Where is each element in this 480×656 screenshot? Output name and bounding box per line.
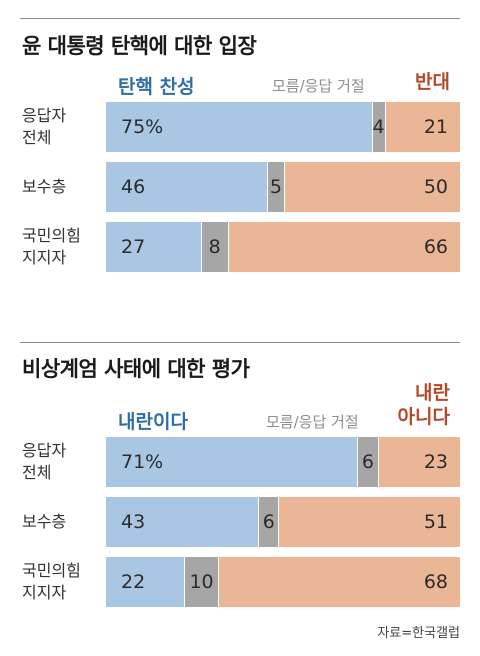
legend-neutral: 모름/응답 거절 xyxy=(272,77,365,95)
category-label-line: 보수층 xyxy=(22,177,67,196)
legend-con: 반대 xyxy=(415,71,450,93)
category-label-line: 응답자 xyxy=(22,441,67,460)
category-label-line: 응답자 xyxy=(22,106,67,125)
data-label-con: 66 xyxy=(423,236,448,258)
bar-segment-neu xyxy=(183,557,220,607)
bar-segment-neu xyxy=(258,497,280,547)
data-label-pro: 46 xyxy=(121,176,146,198)
data-label-pro: 71% xyxy=(121,451,164,473)
bar-segment-con xyxy=(279,497,460,547)
bar-segment-pro xyxy=(106,162,268,212)
legend-pro: 탄핵 찬성 xyxy=(118,76,195,98)
bar-segment-neu xyxy=(357,437,379,487)
bar-segment-con xyxy=(378,437,460,487)
data-label-con: 50 xyxy=(423,176,448,198)
data-label-pro: 27 xyxy=(121,236,146,258)
bar-segment-pro xyxy=(106,437,358,487)
section-rule xyxy=(20,342,460,343)
bar-segment-con xyxy=(219,557,460,607)
legend-con-line: 내란 xyxy=(415,382,450,404)
data-label-neu: 4 xyxy=(372,116,385,138)
data-label-con: 68 xyxy=(423,571,448,593)
data-label-pro: 22 xyxy=(121,571,146,593)
bar-segment-neu xyxy=(267,162,285,212)
category-label: 보수층 xyxy=(22,511,66,533)
category-label-line: 전체 xyxy=(22,463,52,482)
chart-title: 비상계엄 사태에 대한 평가 xyxy=(22,357,250,381)
bar-segment-con xyxy=(284,162,460,212)
stacked-bar: 27 8 66 xyxy=(106,222,460,272)
data-label-pro: 75% xyxy=(121,116,164,138)
bar-segment-pro xyxy=(106,102,372,152)
chart-title: 윤 대통령 탄핵에 대한 입장 xyxy=(22,34,257,58)
data-label-neu: 5 xyxy=(269,176,283,198)
legend-neutral: 모름/응답 거절 xyxy=(266,413,359,431)
legend-con-line: 아니다 xyxy=(397,406,450,428)
data-label-con: 23 xyxy=(423,451,448,473)
data-label-neu: 10 xyxy=(189,571,214,593)
bar-segment-neu xyxy=(200,222,229,272)
bar-segment-pro xyxy=(106,222,201,272)
bar-segment-pro xyxy=(106,557,184,607)
category-label: 보수층 xyxy=(22,176,66,198)
stacked-bar: 71% 6 23 xyxy=(106,437,460,487)
data-label-pro: 43 xyxy=(121,511,146,533)
category-label-line: 지지자 xyxy=(22,583,67,602)
bar-segment-pro xyxy=(106,497,259,547)
data-label-neu: 6 xyxy=(262,511,275,533)
section-rule xyxy=(20,18,460,19)
category-label-line: 전체 xyxy=(22,128,52,147)
category-label-line: 지지자 xyxy=(22,248,67,267)
stacked-bar: 22 10 68 xyxy=(106,557,460,607)
stacked-bar: 46 5 50 xyxy=(106,162,460,212)
source-note: 자료=한국갤럽 xyxy=(377,626,460,641)
legend-con: 내란 아니다 xyxy=(398,381,450,429)
category-label-line: 국민의힘 xyxy=(22,226,81,245)
category-label-line: 국민의힘 xyxy=(22,561,81,580)
stacked-bar: 43 6 51 xyxy=(106,497,460,547)
category-label-line: 보수층 xyxy=(22,512,67,531)
bar-segment-con xyxy=(385,102,460,152)
data-label-neu: 6 xyxy=(361,451,374,473)
data-label-con: 21 xyxy=(423,116,448,138)
bar-segment-neu xyxy=(371,102,386,152)
data-label-con: 51 xyxy=(423,511,448,533)
bar-segment-con xyxy=(228,222,460,272)
legend-pro: 내란이다 xyxy=(118,411,188,433)
data-label-neu: 8 xyxy=(208,236,221,258)
stacked-bar: 75% 4 21 xyxy=(106,102,460,152)
